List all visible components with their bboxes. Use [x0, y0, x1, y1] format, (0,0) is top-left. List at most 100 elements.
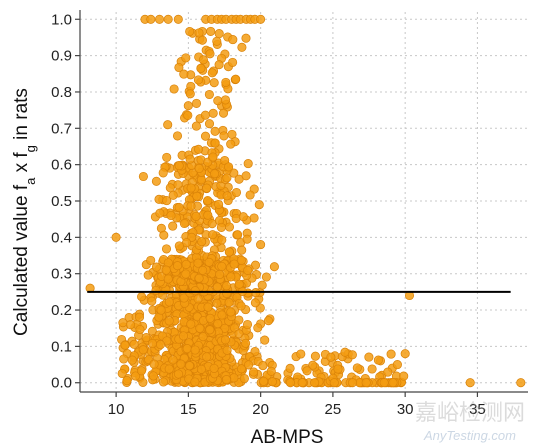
data-point-1243 [194, 163, 204, 174]
data-point-885 [163, 274, 173, 284]
y-tick-label-7: 0.7 [51, 120, 72, 137]
data-point-992 [146, 255, 156, 265]
data-point-642 [148, 371, 158, 381]
data-point-868 [164, 364, 174, 374]
data-point-1400 [347, 350, 357, 360]
x-tick-label-5: 35 [469, 401, 486, 418]
data-point-1090 [198, 265, 208, 275]
data-point-1436 [111, 232, 121, 242]
data-point-1051 [233, 230, 243, 240]
x-axis-label: AB-MPS [251, 427, 324, 448]
data-points [85, 14, 526, 388]
data-point-1213 [222, 173, 232, 183]
x-tick-label-1: 15 [180, 401, 197, 418]
data-point-739 [269, 262, 279, 272]
data-point-841 [147, 296, 157, 306]
data-point-1422 [173, 14, 183, 24]
data-point-890 [212, 298, 222, 308]
data-point-1442 [162, 152, 172, 162]
data-point-1148 [254, 200, 264, 210]
data-point-1291 [134, 312, 145, 322]
data-point-1411 [310, 378, 320, 388]
data-point-1169 [209, 78, 219, 88]
data-point-1280 [129, 339, 139, 349]
data-point-1108 [155, 208, 165, 218]
y-tick-label-9: 0.9 [51, 48, 72, 65]
data-point-869 [202, 352, 212, 362]
data-point-832 [221, 281, 232, 291]
data-point-852 [217, 310, 227, 320]
data-point-1082 [138, 171, 148, 182]
data-point-1081 [217, 261, 227, 271]
data-point-1228 [210, 169, 220, 179]
data-point-1145 [168, 190, 178, 200]
data-point-242 [263, 316, 274, 326]
data-point-1079 [245, 190, 255, 200]
data-point-689 [151, 285, 161, 295]
data-point-343 [143, 270, 153, 280]
data-point-1121 [203, 210, 213, 220]
data-point-419 [242, 319, 253, 330]
data-point-1294 [122, 376, 132, 386]
data-point-1395 [285, 378, 295, 388]
data-point-1257 [191, 121, 201, 131]
data-point-1419 [146, 14, 156, 24]
y-tick-label-0: 0.0 [51, 375, 72, 392]
data-point-1434 [256, 14, 266, 24]
x-tick-labels: 10 15 20 25 30 35 [108, 401, 486, 418]
data-point-1120 [191, 211, 201, 221]
data-point-889 [190, 345, 200, 355]
data-point-944 [151, 176, 161, 186]
y-axis-label: Calculated value fa x fg in rats [11, 88, 38, 336]
data-point-1132 [196, 175, 206, 185]
data-point-653 [137, 292, 147, 302]
data-point-1139 [165, 183, 175, 193]
data-point-1357 [367, 364, 377, 374]
data-point-792 [244, 360, 254, 370]
data-point-1421 [163, 14, 173, 24]
y-tick-label-1: 0.1 [51, 338, 72, 355]
data-point-1341 [308, 360, 318, 370]
watermark-en-text: AnyTesting.com [423, 428, 516, 443]
data-point-1167 [191, 98, 202, 108]
data-point-1222 [206, 26, 216, 36]
data-point-1201 [221, 77, 231, 87]
data-point-864 [203, 302, 213, 312]
data-point-712 [213, 319, 223, 329]
data-point-1126 [238, 212, 248, 222]
data-point-1131 [168, 221, 178, 231]
data-point-881 [205, 325, 215, 335]
data-point-817 [179, 293, 189, 303]
data-point-1415 [267, 377, 277, 387]
data-point-907 [226, 272, 236, 282]
data-point-859 [186, 319, 196, 329]
data-point-1212 [231, 74, 241, 84]
data-point-325 [250, 346, 260, 357]
data-point-1093 [231, 187, 242, 198]
watermark-cn-text: 嘉峪检测网 [415, 400, 525, 425]
data-point-1070 [224, 247, 234, 257]
data-point-1198 [237, 42, 247, 52]
y-tick-label-10: 1.0 [51, 11, 72, 28]
watermark: 嘉峪检测网 AnyTesting.com [415, 400, 525, 443]
data-point-861 [176, 359, 186, 369]
data-point-1129 [181, 259, 191, 269]
data-point-1242 [219, 131, 229, 141]
data-point-1192 [172, 131, 183, 141]
data-point-1407 [333, 364, 343, 374]
data-point-1288 [118, 318, 128, 328]
data-point-1221 [228, 35, 238, 45]
data-point-1326 [364, 352, 374, 362]
data-point-1244 [224, 162, 234, 172]
data-point-825 [198, 332, 208, 342]
data-point-822 [156, 305, 166, 315]
data-point-1106 [161, 244, 172, 254]
data-point-1218 [214, 60, 224, 70]
data-point-846 [147, 338, 157, 349]
data-point-769 [155, 340, 166, 350]
data-point-1441 [256, 240, 266, 250]
data-point-1412 [373, 355, 383, 365]
data-point-1065 [234, 279, 244, 289]
data-point-1408 [285, 363, 295, 373]
